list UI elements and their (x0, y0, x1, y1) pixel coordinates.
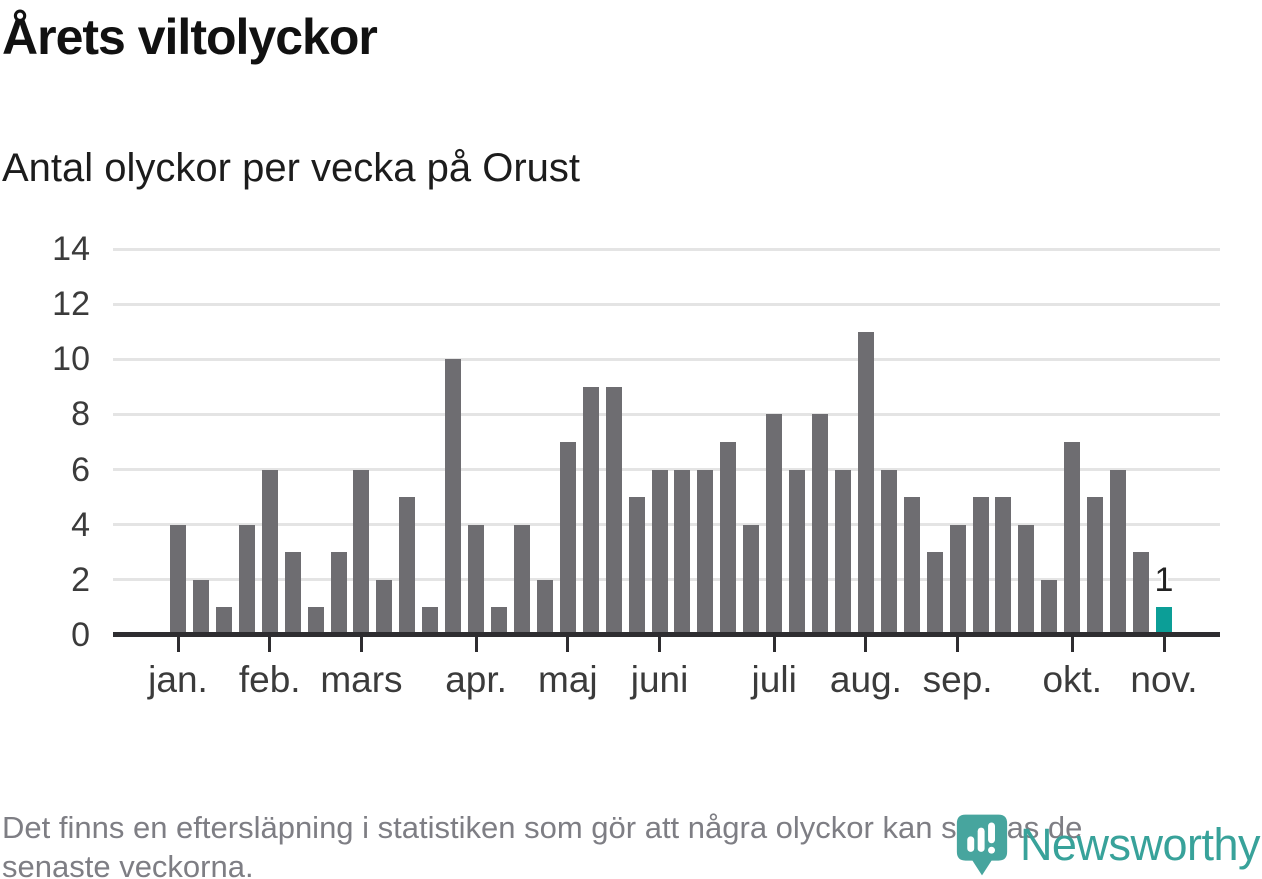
x-month-label-apr: apr. (445, 659, 507, 700)
x-month-label-nov: nov. (1130, 659, 1198, 700)
bar-week-21 (628, 497, 645, 635)
last-value-label: 1 (1154, 561, 1174, 599)
bar-week-3 (215, 607, 232, 635)
bar-week-38 (1018, 524, 1035, 635)
x-month-label-juli: juli (751, 659, 797, 700)
y-tick-label: 0 (71, 616, 90, 654)
bar-week-5 (261, 469, 278, 635)
bar-week-31 (857, 331, 874, 635)
bar-week-8 (330, 552, 347, 635)
bar-week-6 (284, 552, 301, 635)
bar-week-22 (651, 469, 668, 635)
bar-week-2 (192, 579, 209, 635)
y-tick-label: 4 (71, 505, 90, 544)
y-tick-label: 10 (52, 340, 90, 379)
newsworthy-pin-icon (956, 814, 1008, 876)
y-tick-label: 8 (71, 395, 90, 434)
chart-subtitle: Antal olyckor per vecka på Orust (2, 146, 581, 190)
page-title: Årets viltolyckor (2, 9, 378, 65)
bar-week-42 (1110, 469, 1127, 635)
x-tick-okt (1070, 637, 1074, 652)
y-tick-label: 12 (52, 285, 90, 324)
x-month-label-jan: jan. (148, 659, 208, 700)
bar-week-28 (789, 469, 806, 635)
bar-week-20 (605, 386, 622, 635)
bar-week-29 (812, 414, 829, 635)
x-month-label-juni: juni (630, 659, 689, 700)
x-month-label-okt: okt. (1042, 659, 1103, 700)
newsworthy-logo: Newsworthy (956, 813, 1261, 877)
x-tick-nov (1162, 637, 1166, 652)
bar-week-16 (513, 524, 530, 635)
bar-week-15 (491, 607, 508, 635)
bar-week-23 (674, 469, 691, 635)
x-tick-maj (566, 637, 570, 652)
bar-week-41 (1087, 497, 1104, 635)
bar-week-36 (972, 497, 989, 635)
y-tick-label: 2 (71, 560, 90, 599)
footnote: Det finns en eftersläpning i statistiken… (2, 808, 1082, 879)
bar-week-39 (1041, 579, 1058, 635)
bar-week-9 (353, 469, 370, 635)
bar-week-10 (376, 579, 393, 635)
gridline-y10 (113, 357, 1220, 361)
bar-week-18 (559, 442, 576, 635)
bar-week-7 (307, 607, 324, 635)
bar-week-1 (170, 524, 186, 635)
bar-highlight-week-44 (1156, 607, 1172, 635)
x-tick-juli (772, 637, 776, 652)
bar-week-25 (720, 442, 737, 635)
y-tick-label: 14 (52, 230, 90, 268)
bar-week-40 (1064, 442, 1081, 635)
y-tick-label: 6 (71, 450, 90, 489)
bar-week-13 (445, 359, 462, 635)
x-tick-juni (658, 637, 662, 652)
footnote-line1: Det finns en eftersläpning i statistiken… (2, 810, 1083, 845)
newsworthy-wordmark: Newsworthy (1019, 819, 1261, 870)
bar-week-4 (238, 524, 255, 635)
bar-week-24 (697, 469, 714, 635)
x-month-label-sep: sep. (922, 659, 993, 700)
bar-week-33 (903, 497, 920, 635)
x-tick-aug (864, 637, 868, 652)
bar-week-26 (743, 524, 760, 635)
bar-week-12 (422, 607, 439, 635)
bar-week-17 (536, 579, 553, 635)
gridline-y12 (113, 302, 1220, 306)
footnote-line2: senaste veckorna. (2, 849, 254, 879)
gridline-y8 (113, 412, 1220, 416)
x-tick-mars (359, 637, 363, 652)
x-tick-sep (956, 637, 960, 652)
gridline-y14 (113, 247, 1220, 251)
bar-week-32 (880, 469, 897, 635)
x-month-label-maj: maj (538, 659, 598, 700)
x-month-label-aug: aug. (829, 659, 902, 700)
bar-week-30 (834, 469, 851, 635)
bar-week-19 (582, 386, 599, 635)
bar-week-34 (926, 552, 943, 635)
bar-week-37 (995, 497, 1012, 635)
x-month-label-feb: feb. (238, 659, 301, 700)
bar-week-11 (399, 497, 416, 635)
x-tick-jan (176, 637, 180, 652)
x-axis-line (113, 632, 1220, 637)
x-tick-feb (268, 637, 272, 652)
bar-week-14 (468, 524, 485, 635)
x-month-label-mars: mars (320, 659, 403, 700)
bar-week-27 (766, 414, 783, 635)
x-tick-apr (474, 637, 478, 652)
bar-week-35 (949, 524, 966, 635)
bar-week-43 (1133, 552, 1150, 635)
